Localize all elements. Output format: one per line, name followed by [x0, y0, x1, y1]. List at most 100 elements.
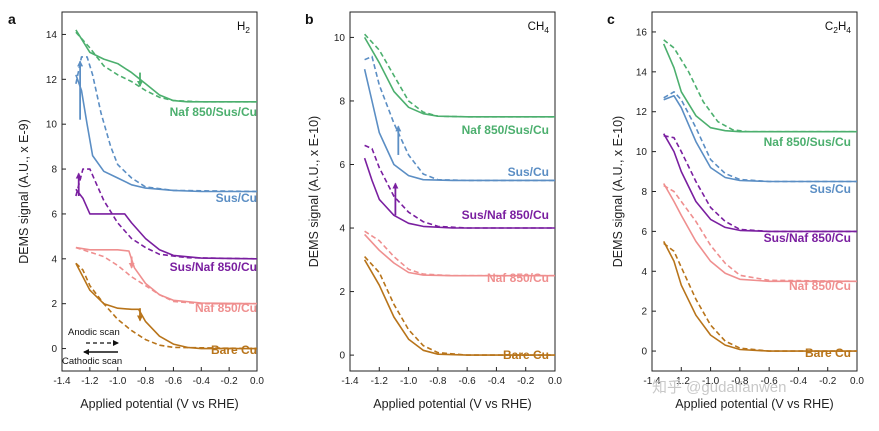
series-line-cathodic-bare-cu	[662, 241, 857, 352]
x-tick-label: -0.4	[488, 376, 506, 387]
chart-panel-b: -1.4 -1.2 -1.0 -0.8 -0.6 -0.4 -0.2 0.0 0 2 4 6 8 10 Ap…	[305, 11, 562, 411]
series-line-cathodic-naf-850-cu	[663, 183, 857, 283]
series-line-anodic-sus-cu	[663, 91, 857, 183]
x-tick-label: -0.2	[517, 376, 535, 387]
series-line-anodic-naf-850-cu	[75, 246, 257, 305]
watermark-text: 知乎 @gudaifanwen	[652, 379, 786, 396]
y-tick-label: 0	[51, 344, 57, 355]
y-axis-label: DEMS signal (A.U., x E-10)	[307, 116, 321, 267]
plot-frame	[349, 11, 556, 372]
panel-letter: b	[305, 11, 314, 27]
x-tick-label: -1.2	[673, 376, 691, 387]
gas-label: CH4	[528, 21, 550, 35]
y-axis-label: DEMS signal (A.U., x E-9)	[17, 119, 31, 263]
x-tick-label: -0.8	[137, 376, 155, 387]
y-tick-label: 2	[51, 299, 57, 310]
series-label-sus-naf-850-cu: Sus/Naf 850/Cu	[462, 208, 549, 222]
series-line-anodic-sus-naf-850-cu	[364, 144, 555, 229]
gas-label-subscript: 4	[544, 25, 549, 35]
y-tick-label: 16	[636, 27, 648, 38]
series-line-anodic-bare-cu	[364, 256, 555, 356]
y-tick-label: 10	[636, 147, 648, 158]
x-tick-label: -0.6	[165, 376, 183, 387]
series-line-anodic-bare-cu	[663, 242, 857, 352]
x-tick-label: -0.2	[819, 376, 837, 387]
y-tick-label: 2	[641, 307, 647, 318]
x-tick-label: -0.6	[459, 376, 477, 387]
x-tick-label: -0.4	[193, 376, 211, 387]
x-tick-label: -1.2	[371, 376, 389, 387]
x-axis-label: Applied potential (V vs RHE)	[675, 397, 833, 411]
y-tick-label: 0	[641, 347, 647, 358]
series-label-sus-naf-850-cu: Sus/Naf 850/Cu	[170, 260, 257, 274]
series-line-cathodic-sus-cu	[75, 74, 257, 193]
series-label-sus-cu: Sus/Cu	[810, 182, 851, 196]
y-tick-label: 10	[334, 33, 346, 44]
series-line-anodic-naf-850-cu	[663, 184, 858, 283]
x-tick-label: 0.0	[250, 376, 264, 387]
x-tick-label: -1.2	[81, 376, 99, 387]
series-line-anodic-sus-cu	[364, 55, 555, 182]
x-tick-label: -1.4	[643, 376, 661, 387]
x-tick-label: 0.0	[548, 376, 562, 387]
x-tick-label: -1.4	[341, 376, 359, 387]
series-line-anodic-naf-850-cu	[364, 230, 555, 277]
x-axis-label: Applied potential (V vs RHE)	[80, 397, 238, 411]
series-line-cathodic-sus-naf-850-cu	[75, 188, 258, 260]
legend-anodic-label: Anodic scan	[68, 327, 120, 338]
series-label-naf-850-sus-cu: Naf 850/Sus/Cu	[462, 123, 549, 137]
y-tick-label: 2	[339, 287, 345, 298]
series-label-naf-850-sus-cu: Naf 850/Sus/Cu	[764, 135, 851, 149]
panel-letter: c	[607, 11, 615, 27]
y-tick-label: 14	[46, 30, 58, 41]
x-tick-label: -1.4	[53, 376, 71, 387]
y-axis-label: DEMS signal (A.U., x E-10)	[611, 116, 625, 267]
series-label-naf-850-cu: Naf 850/Cu	[789, 279, 851, 293]
series-label-sus-cu: Sus/Cu	[216, 191, 257, 205]
series-label-sus-naf-850-cu: Sus/Naf 850/Cu	[764, 231, 851, 245]
series-line-anodic-sus-naf-850-cu	[663, 134, 857, 233]
x-tick-label: -0.4	[790, 376, 808, 387]
legend-cathodic-label: Cathodic scan	[62, 356, 122, 367]
series-line-cathodic-naf-850-sus-cu	[75, 29, 257, 103]
series-line-cathodic-naf-850-sus-cu	[363, 36, 555, 118]
gas-label-main: CH	[528, 21, 545, 33]
x-axis-label: Applied potential (V vs RHE)	[373, 397, 531, 411]
y-tick-label: 6	[641, 227, 647, 238]
y-tick-label: 8	[339, 96, 345, 107]
series-line-anodic-naf-850-sus-cu	[663, 39, 857, 133]
y-tick-label: 8	[51, 165, 57, 176]
x-tick-label: -0.8	[429, 376, 447, 387]
x-tick-label: -0.8	[731, 376, 749, 387]
series-line-anodic-naf-850-sus-cu	[364, 33, 555, 118]
series-label-bare-cu: Bare Cu	[211, 343, 257, 357]
chart-panel-c: -1.4 -1.2 -1.0 -0.8 -0.6 -0.4 -0.2 0.0024681012…	[607, 11, 864, 411]
y-tick-label: 4	[51, 254, 57, 265]
gas-label: H2	[237, 21, 250, 35]
gas-label-main: C	[825, 21, 833, 33]
panel-letter: a	[8, 11, 16, 27]
gas-label: C2H4	[825, 21, 851, 35]
gas-label-main: H	[237, 21, 245, 33]
x-tick-label: -1.0	[109, 376, 127, 387]
series-label-naf-850-cu: Naf 850/Cu	[195, 301, 257, 315]
x-tick-label: -1.0	[702, 376, 720, 387]
x-tick-label: 0.0	[850, 376, 864, 387]
y-tick-label: 10	[46, 120, 58, 131]
y-tick-label: 8	[641, 187, 647, 198]
x-tick-label: -1.0	[400, 376, 418, 387]
series-label-bare-cu: Bare Cu	[805, 346, 851, 360]
x-tick-label: -0.2	[221, 376, 239, 387]
gas-label-subscript: 2	[833, 25, 838, 35]
y-tick-label: 12	[46, 75, 58, 86]
x-tick-label: -0.6	[761, 376, 779, 387]
series-line-anodic-bare-cu	[75, 262, 258, 350]
series-line-cathodic-naf-850-cu	[364, 233, 555, 277]
series-label-naf-850-cu: Naf 850/Cu	[487, 271, 549, 285]
y-tick-label: 6	[339, 160, 345, 171]
series-label-naf-850-sus-cu: Naf 850/Sus/Cu	[170, 105, 257, 119]
series-line-anodic-sus-naf-850-cu	[75, 168, 258, 260]
y-tick-label: 4	[339, 224, 345, 235]
y-tick-label: 6	[51, 209, 57, 220]
